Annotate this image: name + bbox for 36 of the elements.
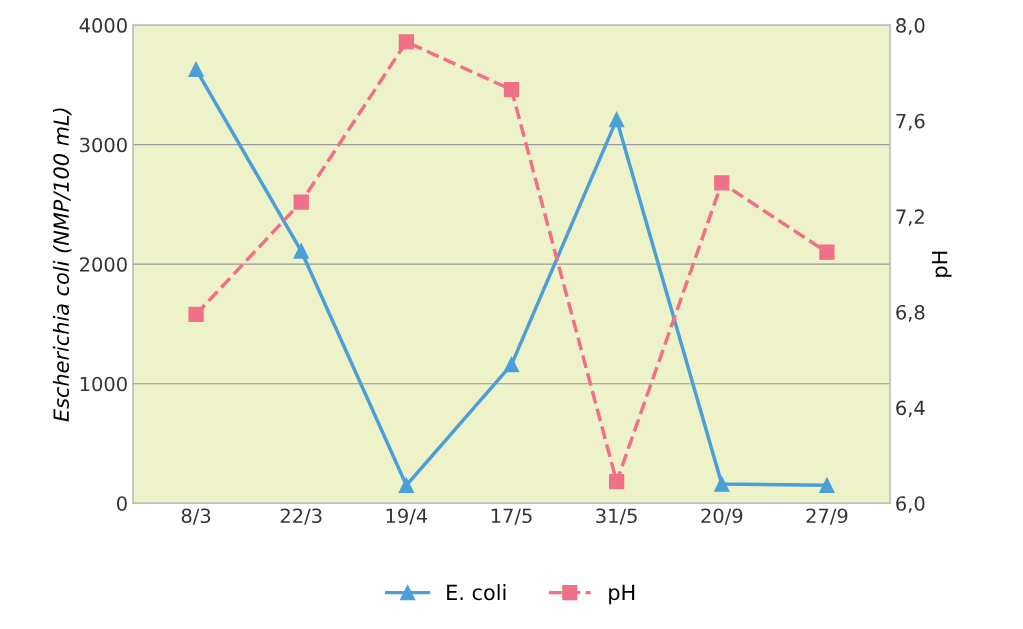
point bbox=[609, 474, 625, 490]
point bbox=[503, 82, 520, 98]
point bbox=[714, 476, 730, 492]
x-tick-label: 31/5 bbox=[596, 508, 637, 525]
point bbox=[293, 243, 309, 259]
x-tick-label: 8/3 bbox=[181, 508, 211, 525]
y-tick-label: 2000 bbox=[80, 257, 127, 272]
y2-tick-label: 8,0 bbox=[896, 18, 925, 35]
x-tick-label: 17/5 bbox=[491, 508, 532, 525]
y2-axis-title: pH bbox=[931, 251, 952, 277]
y2-tick-label: 7,2 bbox=[896, 209, 924, 227]
y-axis-title: Escherichia coli (NMP/100 mL) bbox=[52, 108, 72, 422]
x-tick-label: 22/3 bbox=[280, 508, 322, 525]
point bbox=[188, 306, 204, 323]
x-tick-label: 20/9 bbox=[701, 508, 743, 525]
y2-tick-label: 6,8 bbox=[896, 304, 925, 322]
point bbox=[819, 477, 835, 493]
y-tick-label: 1000 bbox=[80, 376, 127, 392]
point bbox=[398, 34, 414, 50]
y-tick-label: 3000 bbox=[80, 137, 127, 153]
point bbox=[609, 111, 625, 128]
point bbox=[714, 175, 730, 191]
point bbox=[293, 194, 309, 210]
legend-label: E. coli bbox=[447, 584, 506, 601]
y-tick-label: 4000 bbox=[79, 18, 127, 33]
y2-tick-label: 6,0 bbox=[896, 496, 925, 513]
x-tick-label: 19/4 bbox=[386, 508, 428, 525]
y2-tick-label: 6,4 bbox=[896, 400, 925, 418]
point bbox=[398, 477, 414, 493]
point bbox=[188, 61, 204, 78]
legend-label: pH bbox=[609, 584, 635, 605]
point bbox=[819, 244, 835, 260]
x-tick-label: 27/9 bbox=[806, 508, 848, 525]
point bbox=[503, 356, 520, 373]
y-tick-label: 0 bbox=[117, 496, 127, 511]
y2-tick-label: 7,6 bbox=[896, 113, 925, 131]
